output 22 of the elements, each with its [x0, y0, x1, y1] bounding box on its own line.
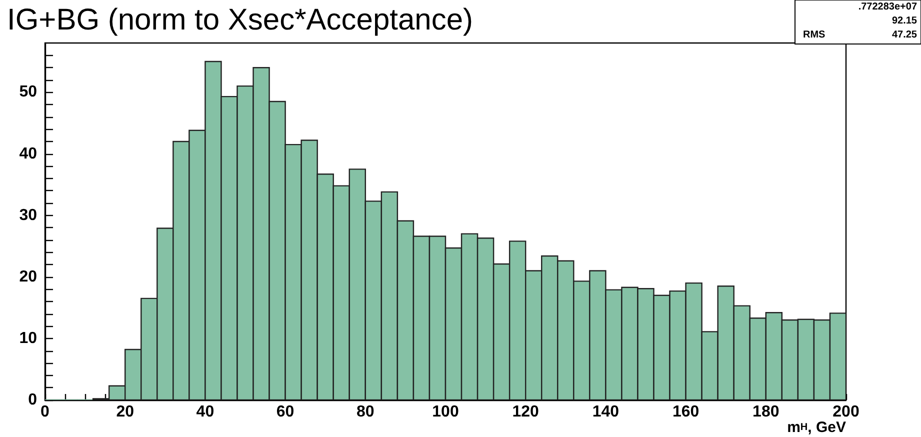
x-tick-label: 120	[512, 404, 540, 420]
x-tick-label: 140	[592, 404, 620, 420]
x-tick-label: 160	[672, 404, 700, 420]
x-tick-label: 180	[752, 404, 780, 420]
y-tick-label: 0	[28, 392, 38, 408]
y-tick-label: 10	[19, 330, 38, 347]
y-tick-label: 50	[19, 84, 38, 101]
text: 92.15	[892, 16, 918, 26]
y-tick-label: 30	[19, 206, 38, 224]
x-axis-title: mH, GeV	[787, 419, 846, 436]
x-tick-label: 100	[432, 404, 459, 420]
x-tick-label: 40	[196, 404, 214, 420]
x-tick-label: 20	[116, 404, 134, 420]
y-tick-label: 20	[19, 268, 38, 286]
x-tick-label: 60	[276, 404, 294, 420]
x-tick-label: 80	[356, 404, 374, 420]
y-tick-label: 40	[19, 145, 38, 162]
chart-title: IG+BG (norm to Xsec*Acceptance)	[7, 4, 474, 36]
text: .772283e+07	[858, 2, 918, 12]
x-tick-label: 0	[40, 404, 50, 420]
x-tick-label: 200	[832, 404, 860, 420]
text: RMS 47.25	[803, 30, 917, 40]
